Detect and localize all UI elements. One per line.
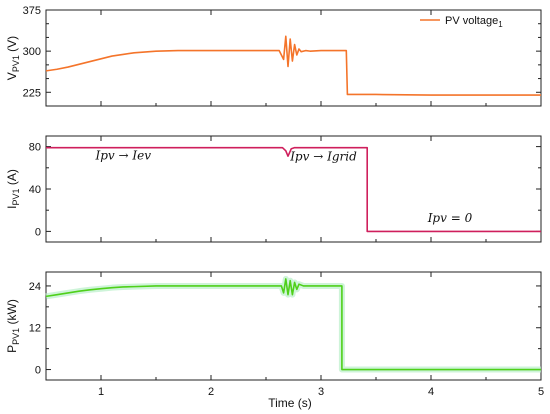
x-tick-label: 5 (538, 386, 544, 398)
voltage-plot-frame (45, 9, 542, 107)
power-x-ticks: 1 2 3 4 5 (45, 272, 544, 398)
x-tick-label: 4 (428, 386, 434, 398)
y-tick-label: 225 (23, 87, 41, 99)
annotation-label: Ipv = 0 (427, 211, 473, 225)
series-line (45, 278, 541, 371)
annotation-label: Ipv → Iev (95, 148, 152, 162)
y-tick-label: 300 (23, 46, 41, 58)
voltage-panel: 225 300 375 VPV1 (V) PV voltage1 (5, 5, 542, 107)
y-tick-label: 40 (29, 184, 41, 196)
x-tick-label: 2 (208, 386, 214, 398)
y-tick-label: 375 (23, 5, 41, 17)
voltage-series (45, 35, 541, 96)
current-y-label: IPV1 (A) (5, 169, 21, 209)
current-x-ticks (45, 136, 542, 242)
power-y-label: PPV1 (kW) (5, 299, 21, 353)
voltage-y-label: VPV1 (V) (5, 36, 21, 80)
y-tick-label: 80 (29, 142, 41, 154)
power-series (45, 275, 541, 373)
power-plot-frame (45, 271, 542, 381)
x-tick-label: 3 (318, 386, 324, 398)
y-tick-label: 12 (29, 323, 41, 335)
y-tick-label: 24 (29, 281, 41, 293)
x-tick-label: 1 (98, 386, 104, 398)
current-panel: 0 40 80 Ipv → Iev Ipv → Igrid Ipv = 0 IPV1 (… (5, 135, 542, 243)
voltage-legend: PV voltage1 (420, 15, 503, 29)
series-line (46, 146, 541, 233)
voltage-x-ticks (45, 10, 542, 106)
current-annotations: Ipv → Iev Ipv → Igrid Ipv = 0 (95, 148, 473, 225)
x-axis-label: Time (s) (268, 396, 312, 410)
legend-label: PV voltage1 (445, 15, 503, 29)
voltage-y-ticks: 225 300 375 (23, 5, 541, 99)
series-line (45, 35, 541, 96)
annotation-label: Ipv → Igrid (289, 149, 357, 163)
current-series (46, 146, 541, 233)
y-tick-label: 0 (35, 226, 41, 238)
y-tick-label: 0 (35, 365, 41, 377)
